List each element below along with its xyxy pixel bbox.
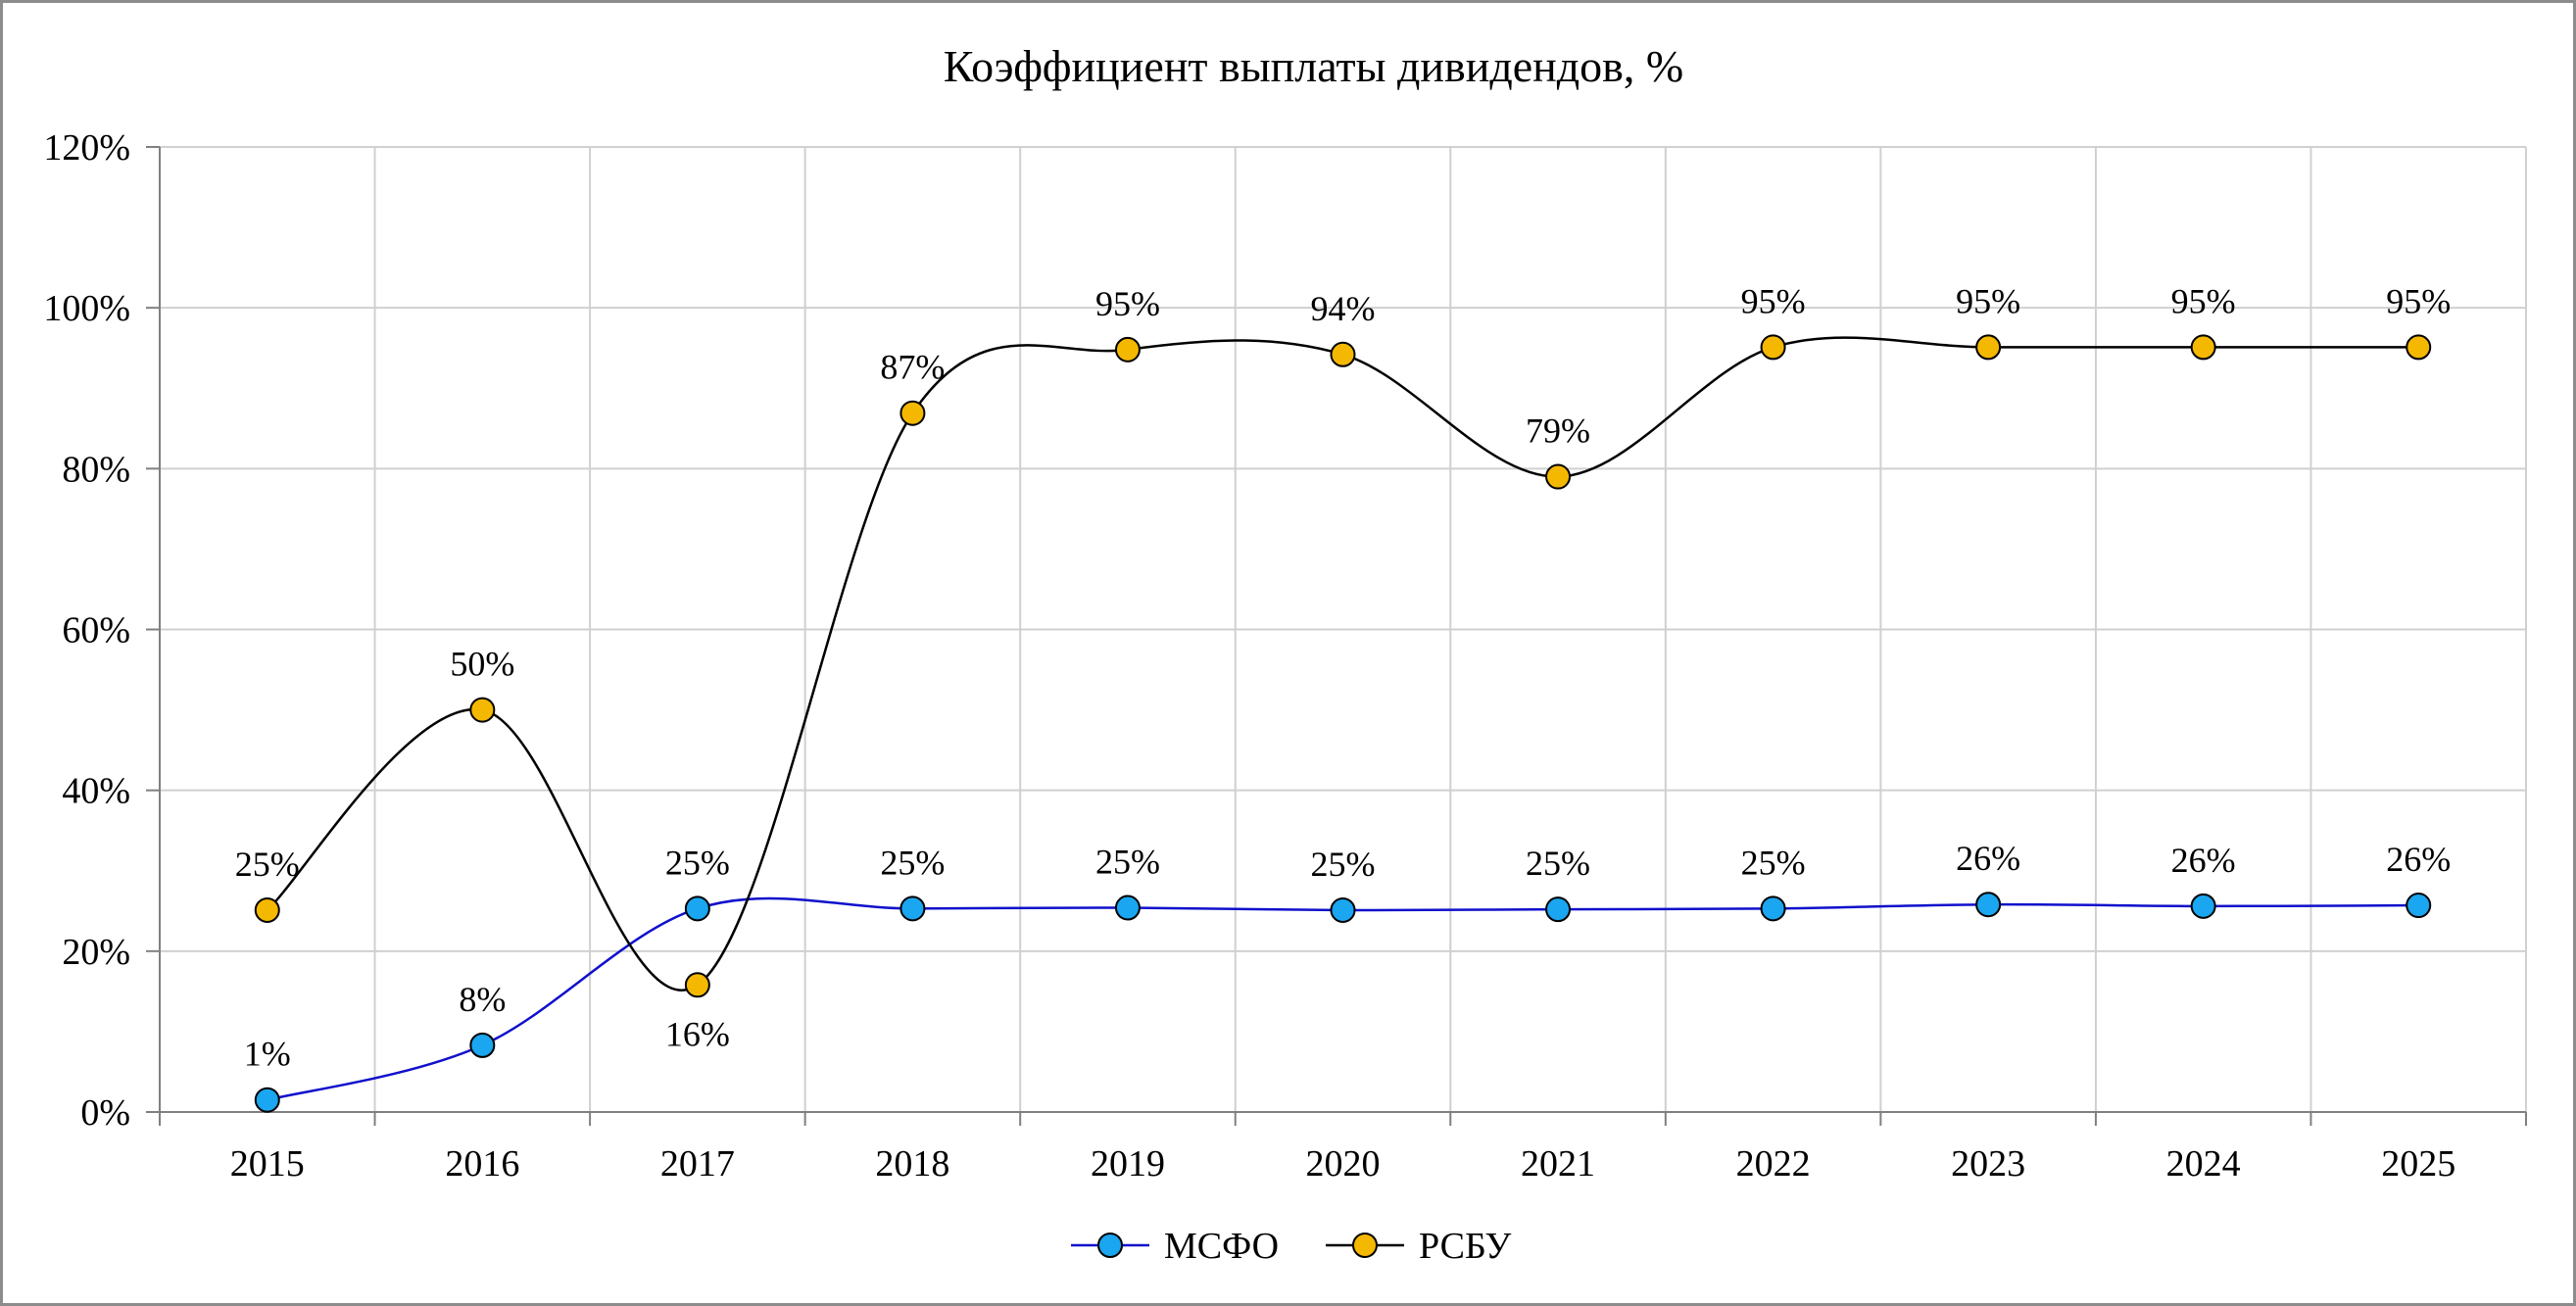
- data-point: [254, 896, 280, 923]
- x-tick-label: 2022: [1736, 1143, 1811, 1185]
- data-label: 25%: [1741, 843, 1806, 882]
- data-point: [1975, 892, 2002, 918]
- data-point: [1330, 896, 1356, 923]
- data-label: 25%: [235, 845, 300, 884]
- data-label-layer: 1% 8% 25% 25% 25% 25% 25% 25% 26% 26% 26% 25% 50% 16%…: [235, 281, 2451, 1073]
- data-label: 87%: [880, 348, 945, 387]
- data-point: [1760, 334, 1786, 361]
- series-layer: [254, 334, 2432, 1113]
- x-tick-label: 2021: [1521, 1143, 1595, 1185]
- y-tick-label: 100%: [43, 288, 130, 329]
- axis-layer: 0% 20% 40% 60% 80% 100% 120% 2015 2016 2017 2018 20…: [43, 127, 2527, 1185]
- data-point: [1975, 334, 2002, 361]
- legend-label: МСФО: [1164, 1226, 1279, 1267]
- data-label: 79%: [1526, 411, 1590, 451]
- legend-marker: [1352, 1233, 1378, 1258]
- chart-title: Коэффициент выплаты дивидендов, %: [944, 41, 1683, 91]
- data-label: 95%: [2171, 281, 2236, 320]
- data-label: 26%: [1956, 839, 2020, 878]
- data-label: 25%: [1526, 844, 1590, 883]
- data-point: [1330, 341, 1356, 367]
- y-tick-label: 0%: [80, 1092, 130, 1134]
- data-point: [899, 400, 926, 426]
- data-point: [2406, 334, 2432, 361]
- data-label: 26%: [2386, 840, 2451, 879]
- data-point: [2190, 334, 2216, 361]
- data-point: [469, 1032, 496, 1058]
- data-label: 25%: [880, 843, 945, 882]
- data-point: [254, 1087, 280, 1113]
- x-tick-label: 2018: [875, 1143, 949, 1185]
- y-tick-label: 80%: [62, 449, 130, 490]
- data-point: [1760, 895, 1786, 922]
- legend-label: РСБУ: [1419, 1226, 1511, 1267]
- data-label: 25%: [665, 843, 730, 882]
- data-label: 50%: [450, 645, 514, 684]
- x-tick-label: 2015: [230, 1143, 305, 1185]
- data-label: 1%: [244, 1035, 291, 1074]
- data-point: [2406, 893, 2432, 919]
- data-label: 95%: [1741, 281, 1806, 320]
- data-point: [2190, 893, 2216, 919]
- data-label: 26%: [2171, 841, 2236, 880]
- data-point: [684, 895, 710, 922]
- data-label: 95%: [1095, 284, 1160, 323]
- data-label: 95%: [1956, 281, 2020, 320]
- data-point: [469, 697, 496, 723]
- series-line-1: [267, 896, 2419, 1101]
- data-point: [1114, 895, 1141, 921]
- legend-marker: [1097, 1233, 1123, 1258]
- x-tick-label: 2020: [1306, 1143, 1381, 1185]
- data-label: 25%: [1311, 845, 1376, 884]
- data-label: 8%: [459, 980, 506, 1019]
- x-tick-label: 2023: [1951, 1143, 2025, 1185]
- data-point: [899, 895, 926, 922]
- legend: МСФО РСБУ: [1071, 1226, 1511, 1267]
- data-point: [1545, 463, 1572, 490]
- y-tick-label: 60%: [62, 610, 130, 652]
- x-tick-label: 2019: [1091, 1143, 1165, 1185]
- y-tick-label: 20%: [62, 932, 130, 973]
- y-tick-label: 40%: [62, 771, 130, 812]
- data-point: [1114, 336, 1141, 363]
- grid-layer: [160, 146, 2527, 1112]
- data-point: [1545, 896, 1572, 923]
- x-tick-label: 2016: [445, 1143, 519, 1185]
- data-label: 16%: [665, 1014, 730, 1053]
- x-tick-label: 2017: [660, 1143, 735, 1185]
- x-tick-label: 2025: [2381, 1143, 2455, 1185]
- data-label: 25%: [1095, 843, 1160, 882]
- data-label: 95%: [2386, 281, 2451, 320]
- y-tick-label: 120%: [43, 127, 130, 169]
- data-point: [684, 972, 710, 998]
- line-chart: Коэффициент выплаты дивидендов, % 0% 20% 4…: [43, 41, 2527, 1267]
- data-label: 94%: [1311, 289, 1376, 328]
- x-tick-label: 2024: [2166, 1143, 2241, 1185]
